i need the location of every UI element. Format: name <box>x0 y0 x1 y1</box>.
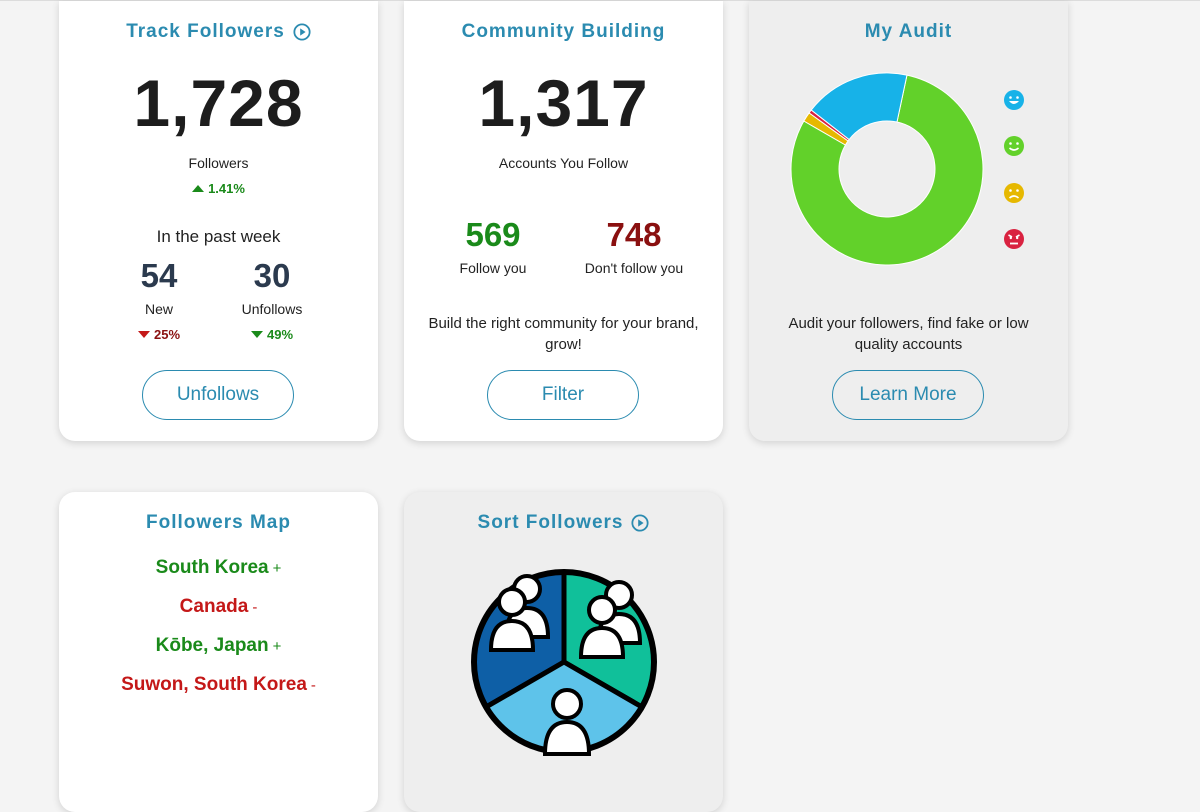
location-name: Kōbe, Japan <box>155 635 269 656</box>
location-item[interactable]: Kōbe, Japan + <box>59 635 378 657</box>
filter-button[interactable]: Filter <box>487 370 639 420</box>
unfollows-label: Unfollows <box>241 301 303 317</box>
unfollows-button[interactable]: Unfollows <box>142 370 294 420</box>
follow-you-label: Follow you <box>459 260 527 276</box>
following-total: 1,317 <box>478 66 649 140</box>
play-circle-icon[interactable] <box>293 23 311 41</box>
very-happy-face-icon <box>1004 90 1024 110</box>
followers-map-title: Followers Map <box>146 512 291 533</box>
new-label: New <box>144 301 173 317</box>
location-item[interactable]: South Korea + <box>59 557 378 579</box>
community-building-title: Community Building <box>461 21 666 42</box>
location-sign: - <box>252 599 258 616</box>
location-sign: + <box>272 560 282 577</box>
my-audit-card: My Audit Audit your followers, find fake… <box>749 1 1068 441</box>
location-item[interactable]: Suwon, South Korea - <box>59 674 378 696</box>
donut-slice-0 <box>790 74 984 266</box>
track-followers-title[interactable]: Track Followers <box>59 21 378 43</box>
followers-label: Followers <box>188 155 249 171</box>
track-followers-title-text: Track Followers <box>126 21 285 42</box>
new-change: 25% <box>119 327 199 342</box>
my-audit-title: My Audit <box>864 21 953 42</box>
location-sign: - <box>310 677 316 694</box>
arrow-up-icon <box>192 185 205 192</box>
user-groups-segmented-circle-icon <box>471 569 657 756</box>
learn-more-button[interactable]: Learn More <box>832 370 984 420</box>
play-circle-icon[interactable] <box>631 514 650 532</box>
unfollows-change: 49% <box>227 327 317 342</box>
location-name: Canada <box>179 596 249 617</box>
location-name: Suwon, South Korea <box>121 674 307 695</box>
dont-follow-label: Don't follow you <box>584 260 684 276</box>
angry-face-icon <box>1004 229 1024 249</box>
sad-face-icon <box>1004 183 1024 203</box>
sort-followers-card: Sort Followers <box>404 492 723 812</box>
community-building-card: Community Building 1,317 Accounts You Fo… <box>404 1 723 441</box>
audit-description: Audit your followers, find fake or low q… <box>788 315 1029 353</box>
unfollows-change-value: 49% <box>266 327 294 342</box>
following-label: Accounts You Follow <box>498 155 629 171</box>
location-name: South Korea <box>155 557 269 578</box>
dont-follow-count: 748 <box>606 216 662 253</box>
followers-total: 1,728 <box>133 66 304 140</box>
audit-donut-chart <box>790 72 984 266</box>
track-followers-card: Track Followers 1,728 Followers 1.41% In… <box>59 1 378 441</box>
follow-you-count: 569 <box>465 216 521 253</box>
sort-followers-title-text: Sort Followers <box>477 512 624 533</box>
followers-change: 1.41% <box>59 181 378 196</box>
followers-map-card: Followers Map South Korea + Canada - Kōbe,… <box>59 492 378 812</box>
community-description: Build the right community for your brand… <box>428 315 699 353</box>
followers-change-value: 1.41% <box>208 181 245 196</box>
unfollows-count: 30 <box>253 257 291 294</box>
location-sign: + <box>272 638 282 655</box>
happy-face-icon <box>1004 136 1024 156</box>
location-item[interactable]: Canada - <box>59 596 378 618</box>
week-heading: In the past week <box>156 227 281 246</box>
arrow-down-icon <box>250 331 263 338</box>
new-change-value: 25% <box>153 327 181 342</box>
new-count: 54 <box>140 257 178 294</box>
arrow-down-icon <box>137 331 150 338</box>
donut-slice-3 <box>810 72 908 141</box>
sort-followers-title[interactable]: Sort Followers <box>404 512 723 534</box>
